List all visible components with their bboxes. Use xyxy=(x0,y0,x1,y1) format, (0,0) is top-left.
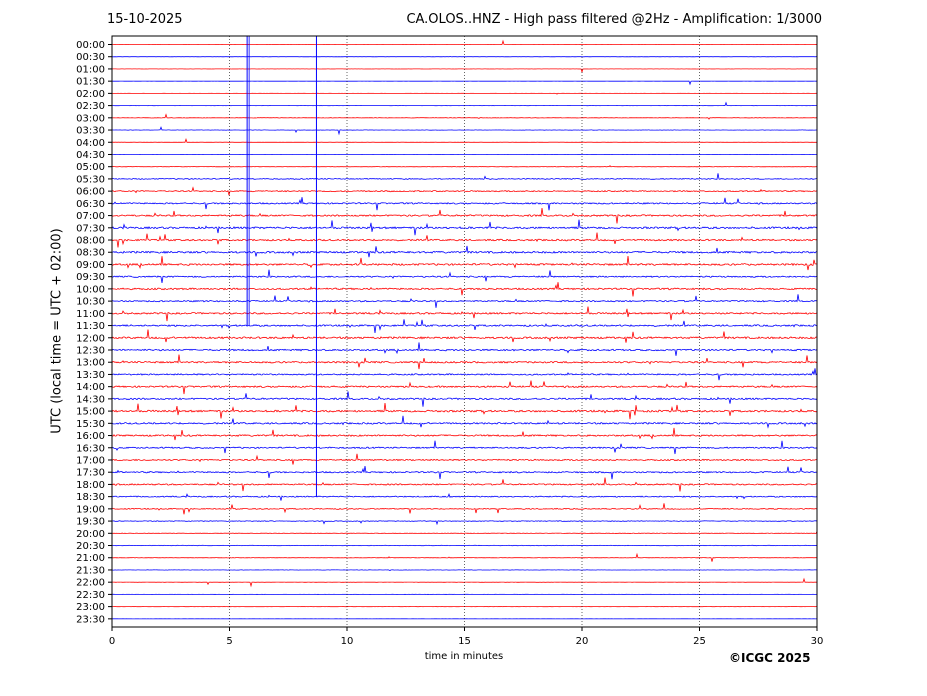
y-tick-label: 12:00 xyxy=(76,333,105,344)
copyright: ©ICGC 2025 xyxy=(729,651,811,665)
trace-1000 xyxy=(111,282,817,297)
trace-1230 xyxy=(111,342,818,356)
trace-1500 xyxy=(111,402,818,420)
trace-0100 xyxy=(111,68,818,74)
y-tick-label: 20:00 xyxy=(76,529,105,540)
y-tick-label: 05:30 xyxy=(76,174,105,185)
plot-frame xyxy=(111,35,818,628)
y-axis-label: UTC (local time = UTC + 02:00) xyxy=(49,228,65,434)
trace-1330 xyxy=(111,368,818,381)
y-tick-label: 00:00 xyxy=(76,40,105,51)
y-tick-label: 06:30 xyxy=(76,199,105,210)
trace-group xyxy=(111,39,818,620)
y-tick-label: 05:00 xyxy=(76,162,105,173)
trace-0600 xyxy=(111,186,818,196)
y-tick-label: 03:30 xyxy=(76,126,105,137)
trace-0630 xyxy=(111,197,818,211)
x-tick-label: 5 xyxy=(226,636,232,647)
trace-0400 xyxy=(111,138,817,143)
y-tick-label: 00:30 xyxy=(76,52,105,63)
y-tick-label: 07:30 xyxy=(76,223,105,234)
trace-0530 xyxy=(111,173,817,180)
y-tick-label: 13:30 xyxy=(76,370,105,381)
y-tick-label: 11:30 xyxy=(76,321,105,332)
trace-2130 xyxy=(111,569,817,571)
trace-1300 xyxy=(111,354,818,370)
y-tick-label: 10:30 xyxy=(76,297,105,308)
y-tick-label: 08:30 xyxy=(76,248,105,259)
y-tick-label: 01:30 xyxy=(76,77,105,88)
y-tick-label: 14:00 xyxy=(76,382,105,393)
x-tick-label: 20 xyxy=(576,636,589,647)
x-tick-label: 15 xyxy=(458,636,471,647)
y-tick-label: 15:30 xyxy=(76,419,105,430)
x-tick-label: 25 xyxy=(693,636,706,647)
header-title: CA.OLOS..HNZ - High pass filtered @2Hz -… xyxy=(406,12,822,27)
y-tick-label: 19:30 xyxy=(76,517,105,528)
y-tick-label: 11:00 xyxy=(76,309,105,320)
trace-1430 xyxy=(111,391,818,407)
x-tick-label: 30 xyxy=(811,636,824,647)
y-tick-label: 13:00 xyxy=(76,358,105,369)
trace-2100 xyxy=(111,552,818,562)
trace-1200 xyxy=(111,329,818,343)
y-tick-label: 18:30 xyxy=(76,492,105,503)
y-tick-label: 19:00 xyxy=(76,504,105,515)
y-tick-label: 22:30 xyxy=(76,590,105,601)
y-tick-label: 14:30 xyxy=(76,394,105,405)
header-date: 15-10-2025 xyxy=(107,12,183,27)
trace-2000 xyxy=(111,531,818,534)
trace-0500 xyxy=(111,165,818,168)
y-tick-label: 09:30 xyxy=(76,272,105,283)
y-tick-label: 15:00 xyxy=(76,407,105,418)
x-tick-label: 0 xyxy=(109,636,115,647)
trace-0900 xyxy=(111,256,818,271)
y-tick-label: 01:00 xyxy=(76,64,105,75)
trace-1800 xyxy=(111,477,817,492)
trace-1900 xyxy=(111,503,818,515)
trace-1600 xyxy=(111,427,818,441)
trace-0300 xyxy=(111,113,818,120)
trace-1130 xyxy=(111,319,818,334)
trace-1930 xyxy=(111,520,818,526)
trace-0000 xyxy=(112,39,818,46)
y-tick-label: 12:30 xyxy=(76,346,105,357)
spike-group xyxy=(246,36,317,497)
trace-1730 xyxy=(111,466,818,480)
y-tick-label: 22:00 xyxy=(76,578,105,589)
y-tick-label: 20:30 xyxy=(76,541,105,552)
y-tick-label: 23:00 xyxy=(76,602,105,613)
trace-1030 xyxy=(111,294,818,308)
y-tick-label: 07:00 xyxy=(76,211,105,222)
x-axis: 0 5 10 15 20 25 30 xyxy=(109,627,824,647)
y-tick-label: 17:30 xyxy=(76,468,105,479)
y-tick-label: 02:30 xyxy=(76,101,105,112)
y-tick-label: 21:00 xyxy=(76,553,105,564)
y-tick-label: 04:30 xyxy=(76,150,105,161)
y-tick-label: 02:00 xyxy=(76,89,105,100)
y-tick-label: 10:00 xyxy=(76,284,105,295)
y-tick-label: 03:00 xyxy=(76,113,105,124)
y-tick-label: 06:00 xyxy=(76,187,105,198)
trace-1830 xyxy=(111,493,818,501)
x-axis-label: time in minutes xyxy=(424,651,504,662)
y-tick-label: 23:30 xyxy=(76,614,105,625)
y-tick-label: 16:00 xyxy=(76,431,105,442)
y-tick-label: 09:00 xyxy=(76,260,105,271)
y-tick-label: 08:00 xyxy=(76,236,105,247)
grid-group xyxy=(229,36,700,627)
trace-0700 xyxy=(111,208,818,224)
y-tick-label: 21:30 xyxy=(76,565,105,576)
y-tick-label: 04:00 xyxy=(76,138,105,149)
x-tick-label: 10 xyxy=(341,636,354,647)
y-tick-label: 17:00 xyxy=(76,455,105,466)
trace-1100 xyxy=(111,306,818,322)
y-tick-label: 18:00 xyxy=(76,480,105,491)
y-tick-label: 16:30 xyxy=(76,443,105,454)
